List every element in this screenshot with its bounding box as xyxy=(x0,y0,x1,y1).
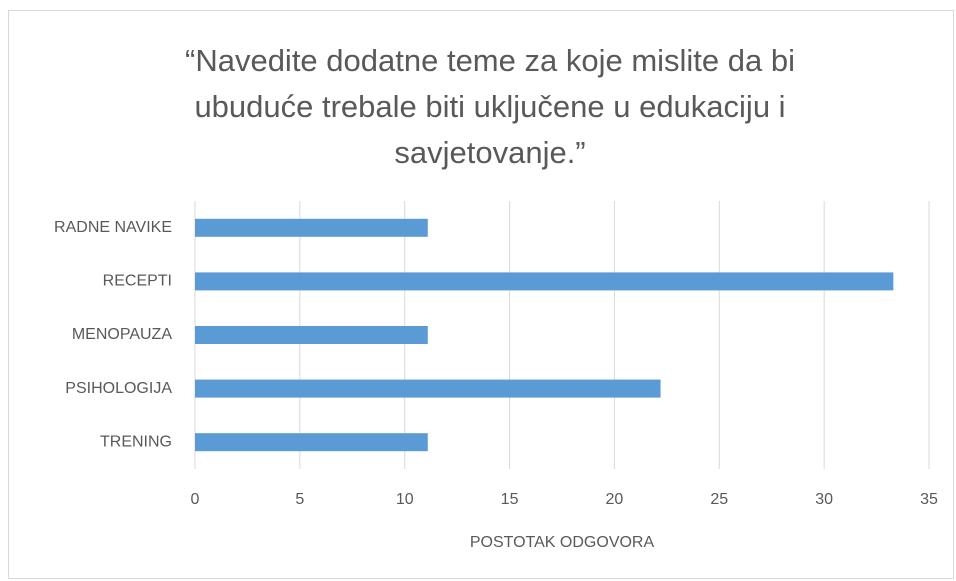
bar xyxy=(195,272,894,291)
y-tick-label: PSIHOLOGIJA xyxy=(65,380,172,397)
y-tick-label: TRENING xyxy=(100,433,172,450)
bar xyxy=(195,218,428,237)
x-tick-label: 30 xyxy=(815,491,833,508)
x-tick-label: 0 xyxy=(191,491,200,508)
x-tick-label: 15 xyxy=(501,491,519,508)
x-tick-label: 5 xyxy=(295,491,304,508)
bar xyxy=(195,433,428,452)
x-tick-label: 10 xyxy=(396,491,414,508)
bar xyxy=(195,326,428,344)
y-tick-label: RECEPTI xyxy=(103,273,172,290)
bar xyxy=(195,379,661,398)
x-tick-label: 25 xyxy=(710,491,728,508)
y-tick-label: MENOPAUZA xyxy=(72,326,172,343)
x-tick-label: 20 xyxy=(606,491,624,508)
x-tick-label: 35 xyxy=(920,491,938,508)
chart-frame xyxy=(8,10,954,579)
y-tick-label: RADNE NAVIKE xyxy=(54,219,172,236)
chart-title: “Navedite dodatne teme za koje mislite d… xyxy=(185,43,795,170)
x-axis-label: POSTOTAK ODGOVORA xyxy=(470,534,655,551)
